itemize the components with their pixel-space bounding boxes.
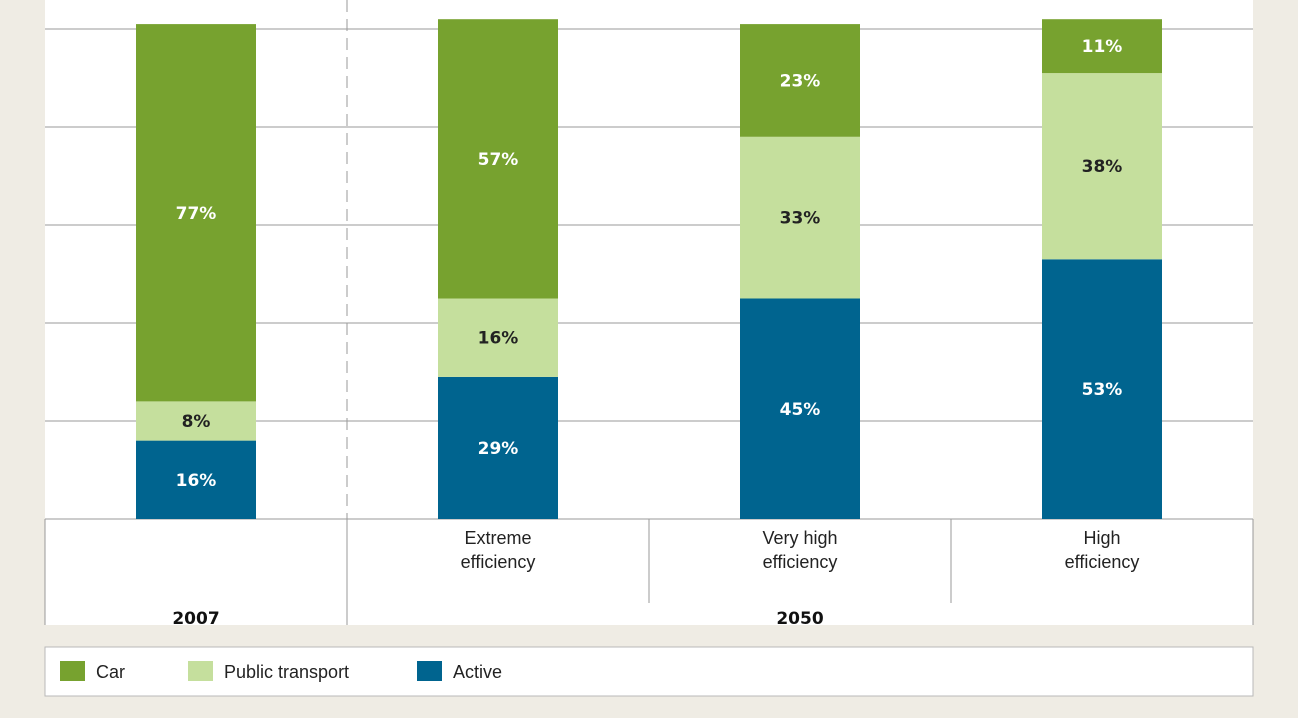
data-label: 16%	[176, 471, 217, 491]
bar-segment	[136, 440, 256, 519]
data-label: 11%	[1082, 37, 1123, 57]
bar-segment	[136, 24, 256, 402]
bar-segment	[438, 298, 558, 377]
bar-segment	[740, 24, 860, 137]
legend-label: Car	[96, 662, 125, 682]
data-label: 29%	[478, 439, 519, 459]
data-label: 38%	[1082, 157, 1123, 177]
category-label: High	[1083, 528, 1120, 548]
data-label: 33%	[780, 209, 821, 229]
data-label: 16%	[478, 329, 519, 349]
data-label: 53%	[1082, 380, 1123, 400]
bar-segment	[740, 136, 860, 299]
group-label: 2007	[172, 609, 219, 629]
bar-segment	[740, 298, 860, 519]
legend-box	[44, 646, 1254, 697]
group-label: 2050	[776, 609, 823, 629]
legend-swatch	[60, 661, 85, 681]
bar-segment	[438, 19, 558, 299]
legend-swatch	[188, 661, 213, 681]
bar-segment	[438, 376, 558, 519]
legend-swatch	[417, 661, 442, 681]
data-label: 8%	[182, 412, 211, 432]
data-label: 45%	[780, 400, 821, 420]
category-label: efficiency	[763, 552, 838, 572]
bar-segment	[136, 401, 256, 441]
bar-segment	[1042, 73, 1162, 260]
data-label: 23%	[780, 71, 821, 91]
data-label: 57%	[478, 150, 519, 170]
category-label: Extreme	[464, 528, 531, 548]
bar-segment	[1042, 259, 1162, 519]
bar-segment	[1042, 19, 1162, 74]
category-label: Very high	[762, 528, 837, 548]
legend-label: Public transport	[224, 662, 349, 682]
category-label: efficiency	[1065, 552, 1140, 572]
legend-label: Active	[453, 662, 502, 682]
data-label: 77%	[176, 204, 217, 224]
category-label: efficiency	[461, 552, 536, 572]
